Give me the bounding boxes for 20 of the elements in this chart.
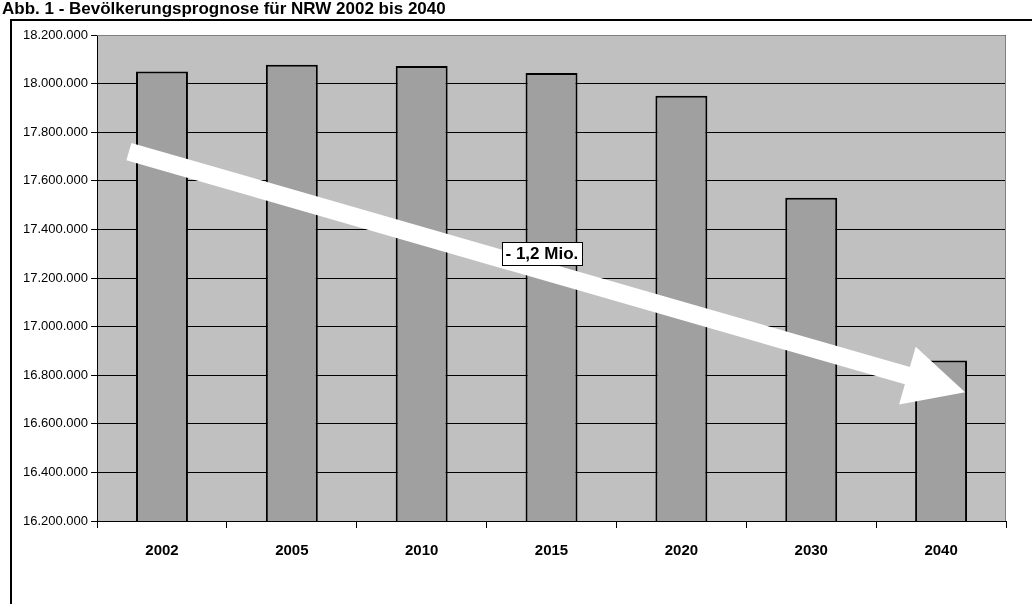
x-tick-label: 2005 bbox=[275, 541, 309, 559]
x-tick-label: 2015 bbox=[534, 541, 569, 559]
y-tick-label: 17.000.000 bbox=[22, 318, 89, 334]
x-tick-label: 2030 bbox=[794, 541, 828, 559]
x-tick-label: 2020 bbox=[664, 541, 699, 559]
y-tick-label: 16.800.000 bbox=[22, 366, 89, 382]
x-tick-label: 2040 bbox=[924, 541, 958, 559]
y-tick-label: 17.800.000 bbox=[22, 123, 89, 139]
annotation: - 1,2 Mio. bbox=[501, 241, 584, 266]
x-tick-label: 2002 bbox=[145, 541, 179, 559]
y-tick-label: 17.200.000 bbox=[22, 269, 89, 285]
x-tick-label: 2010 bbox=[405, 541, 439, 559]
chart-title: Abb. 1 - Bevölkerungsprognose für NRW 2002 bis 2040 bbox=[2, 0, 446, 18]
y-tick-label: 16.400.000 bbox=[22, 463, 89, 479]
y-tick-label: 18.000.000 bbox=[22, 75, 89, 91]
y-tick-label: 16.200.000 bbox=[22, 512, 89, 528]
y-tick-label: 16.600.000 bbox=[22, 415, 89, 431]
y-tick-label: 17.400.000 bbox=[22, 220, 89, 236]
y-tick-label: 17.600.000 bbox=[22, 172, 89, 188]
y-tick-label: 18.200.000 bbox=[22, 26, 89, 42]
